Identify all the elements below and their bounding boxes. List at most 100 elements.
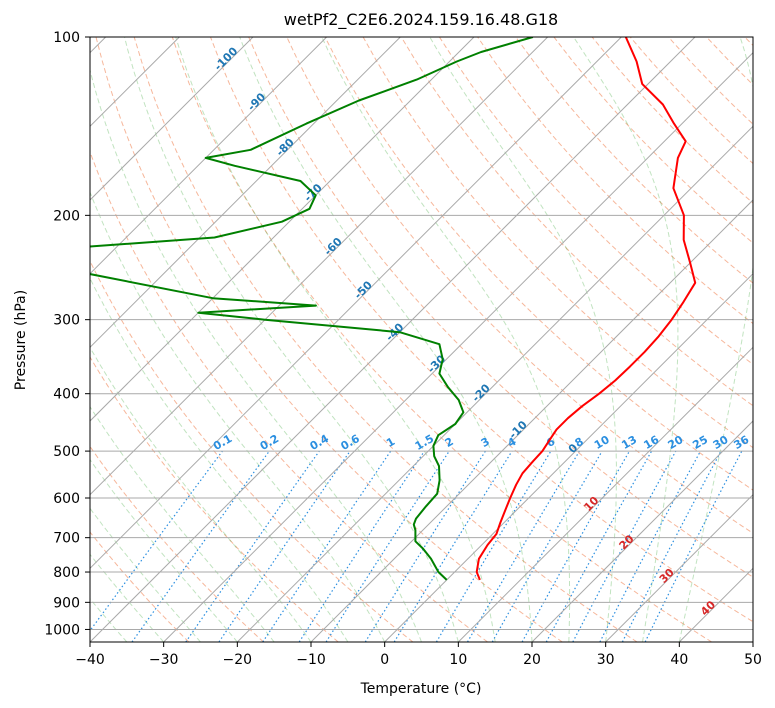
y-tick-label: 300 <box>53 313 80 329</box>
mixing-ratio-line <box>521 450 631 642</box>
chart-title: wetPf2_C2E6.2024.159.16.48.G18 <box>284 10 558 30</box>
mixing-ratio-label: 0.2 <box>258 432 281 453</box>
dry-adiabat <box>248 37 753 578</box>
mixing-ratio-label: 36 <box>732 433 752 452</box>
mixing-ratio-label: 1 <box>384 435 397 450</box>
y-tick-label: 900 <box>53 595 80 611</box>
mixing-ratio-label: 16 <box>641 433 661 452</box>
dry-adiabat <box>744 37 753 47</box>
dry-adiabat <box>90 531 190 642</box>
mixing-ratio-label: 30 <box>711 433 731 452</box>
y-axis-label: Pressure (hPa) <box>13 290 29 390</box>
isotherm-label: -60 <box>322 235 345 258</box>
dewpoint-line <box>90 37 534 581</box>
mixing-ratio-label: 10 <box>592 433 612 452</box>
y-tick-label: 700 <box>53 531 80 547</box>
mixing-ratio-lines <box>90 450 743 642</box>
isotherm-label: -90 <box>245 90 268 113</box>
x-tick-label: 50 <box>744 652 762 668</box>
moist-adiabats <box>90 37 753 642</box>
moist-adiabat <box>90 458 238 642</box>
dry-adiabat <box>515 37 753 284</box>
mixing-ratio-label: 0.1 <box>211 432 234 453</box>
mixing-ratio-line <box>325 450 450 642</box>
mixing-ratio-line <box>644 450 743 642</box>
moist-adiabat <box>90 277 349 642</box>
isotherm <box>605 493 753 642</box>
isotherm <box>752 641 753 642</box>
mixing-ratio-line <box>262 450 392 642</box>
isotherm-label: 30 <box>657 566 677 586</box>
isotherm-label: 40 <box>698 598 718 618</box>
isotherm <box>163 51 753 642</box>
isotherm-label: 20 <box>617 532 637 552</box>
mixing-ratio-label: 1.5 <box>413 432 436 453</box>
moist-adiabat <box>321 37 571 642</box>
mixing-ratio-line <box>90 450 223 632</box>
isotherm-label: 10 <box>581 494 601 514</box>
isotherms <box>90 37 753 642</box>
isotherm-label: -20 <box>470 381 493 404</box>
moist-adiabat <box>124 37 459 642</box>
mixing-ratio-line <box>393 450 513 642</box>
isotherm <box>236 125 753 642</box>
mixing-ratio-label: 25 <box>690 433 710 452</box>
isotherm <box>90 37 254 201</box>
moist-adiabat <box>90 507 201 642</box>
isotherm <box>90 37 475 422</box>
mixing-ratio-label: 2 <box>443 435 456 450</box>
isotherm <box>310 199 753 642</box>
mixing-ratio-label: 0.4 <box>308 432 332 453</box>
dry-adiabat <box>90 259 414 642</box>
dry-adiabat <box>90 356 339 642</box>
dry-adiabat <box>668 37 753 125</box>
dry-adiabat <box>133 37 638 642</box>
plot-area: 0.1 0.2 0.4 0.6 1 1.5 2 3 4 6 8 10 13 16 20 25 30 36-100-… <box>90 37 753 642</box>
dry-adiabat <box>95 37 563 642</box>
mixing-ratio-label: 3 <box>479 435 492 450</box>
y-tick-label: 100 <box>53 30 80 46</box>
x-tick-label: 20 <box>523 652 541 668</box>
moist-adiabat <box>239 37 533 642</box>
isotherm <box>90 37 622 570</box>
moist-adiabat <box>429 37 617 642</box>
mixing-ratio-line <box>185 450 320 642</box>
isotherm-label: -100 <box>212 44 241 73</box>
y-tick-label: 800 <box>53 565 80 581</box>
moist-adiabat <box>90 405 275 642</box>
mixing-ratio-line <box>466 450 580 642</box>
dry-adiabat <box>210 37 753 623</box>
isotherm <box>90 37 401 349</box>
profiles <box>90 37 697 581</box>
dry-adiabat <box>324 37 753 491</box>
mixing-ratio-line <box>218 450 351 642</box>
isotherm <box>457 346 753 642</box>
dry-adiabat <box>591 37 753 204</box>
mixing-ratio-line <box>572 450 677 642</box>
plot-frame <box>89 36 754 643</box>
temperature-line <box>475 37 697 581</box>
isotherm-label: -80 <box>274 135 297 158</box>
isotherm <box>90 37 696 642</box>
mixing-ratio-line <box>435 450 552 642</box>
x-tick-label: 10 <box>449 652 467 668</box>
moist-adiabat <box>175 37 496 642</box>
moist-adiabat <box>90 346 312 642</box>
isotherm-label: -50 <box>352 278 375 301</box>
moist-adiabat <box>90 68 422 642</box>
y-axis: 100 200 300 400 500 600 700 800 900 1000 <box>44 30 90 638</box>
mixing-ratio-label: 13 <box>619 433 639 452</box>
isotherm <box>531 420 753 642</box>
y-tick-label: 500 <box>53 444 80 460</box>
x-tick-label: 40 <box>670 652 688 668</box>
mixing-ratio-label: 20 <box>666 433 686 452</box>
mixing-ratio-line <box>298 450 425 642</box>
moist-adiabat <box>678 37 753 642</box>
isotherm-label: -30 <box>425 352 448 375</box>
x-tick-label: −20 <box>223 652 253 668</box>
x-tick-label: −40 <box>75 652 105 668</box>
x-tick-label: −30 <box>149 652 179 668</box>
x-axis-label: Temperature (°C) <box>360 681 482 697</box>
dry-adiabat <box>438 37 753 366</box>
